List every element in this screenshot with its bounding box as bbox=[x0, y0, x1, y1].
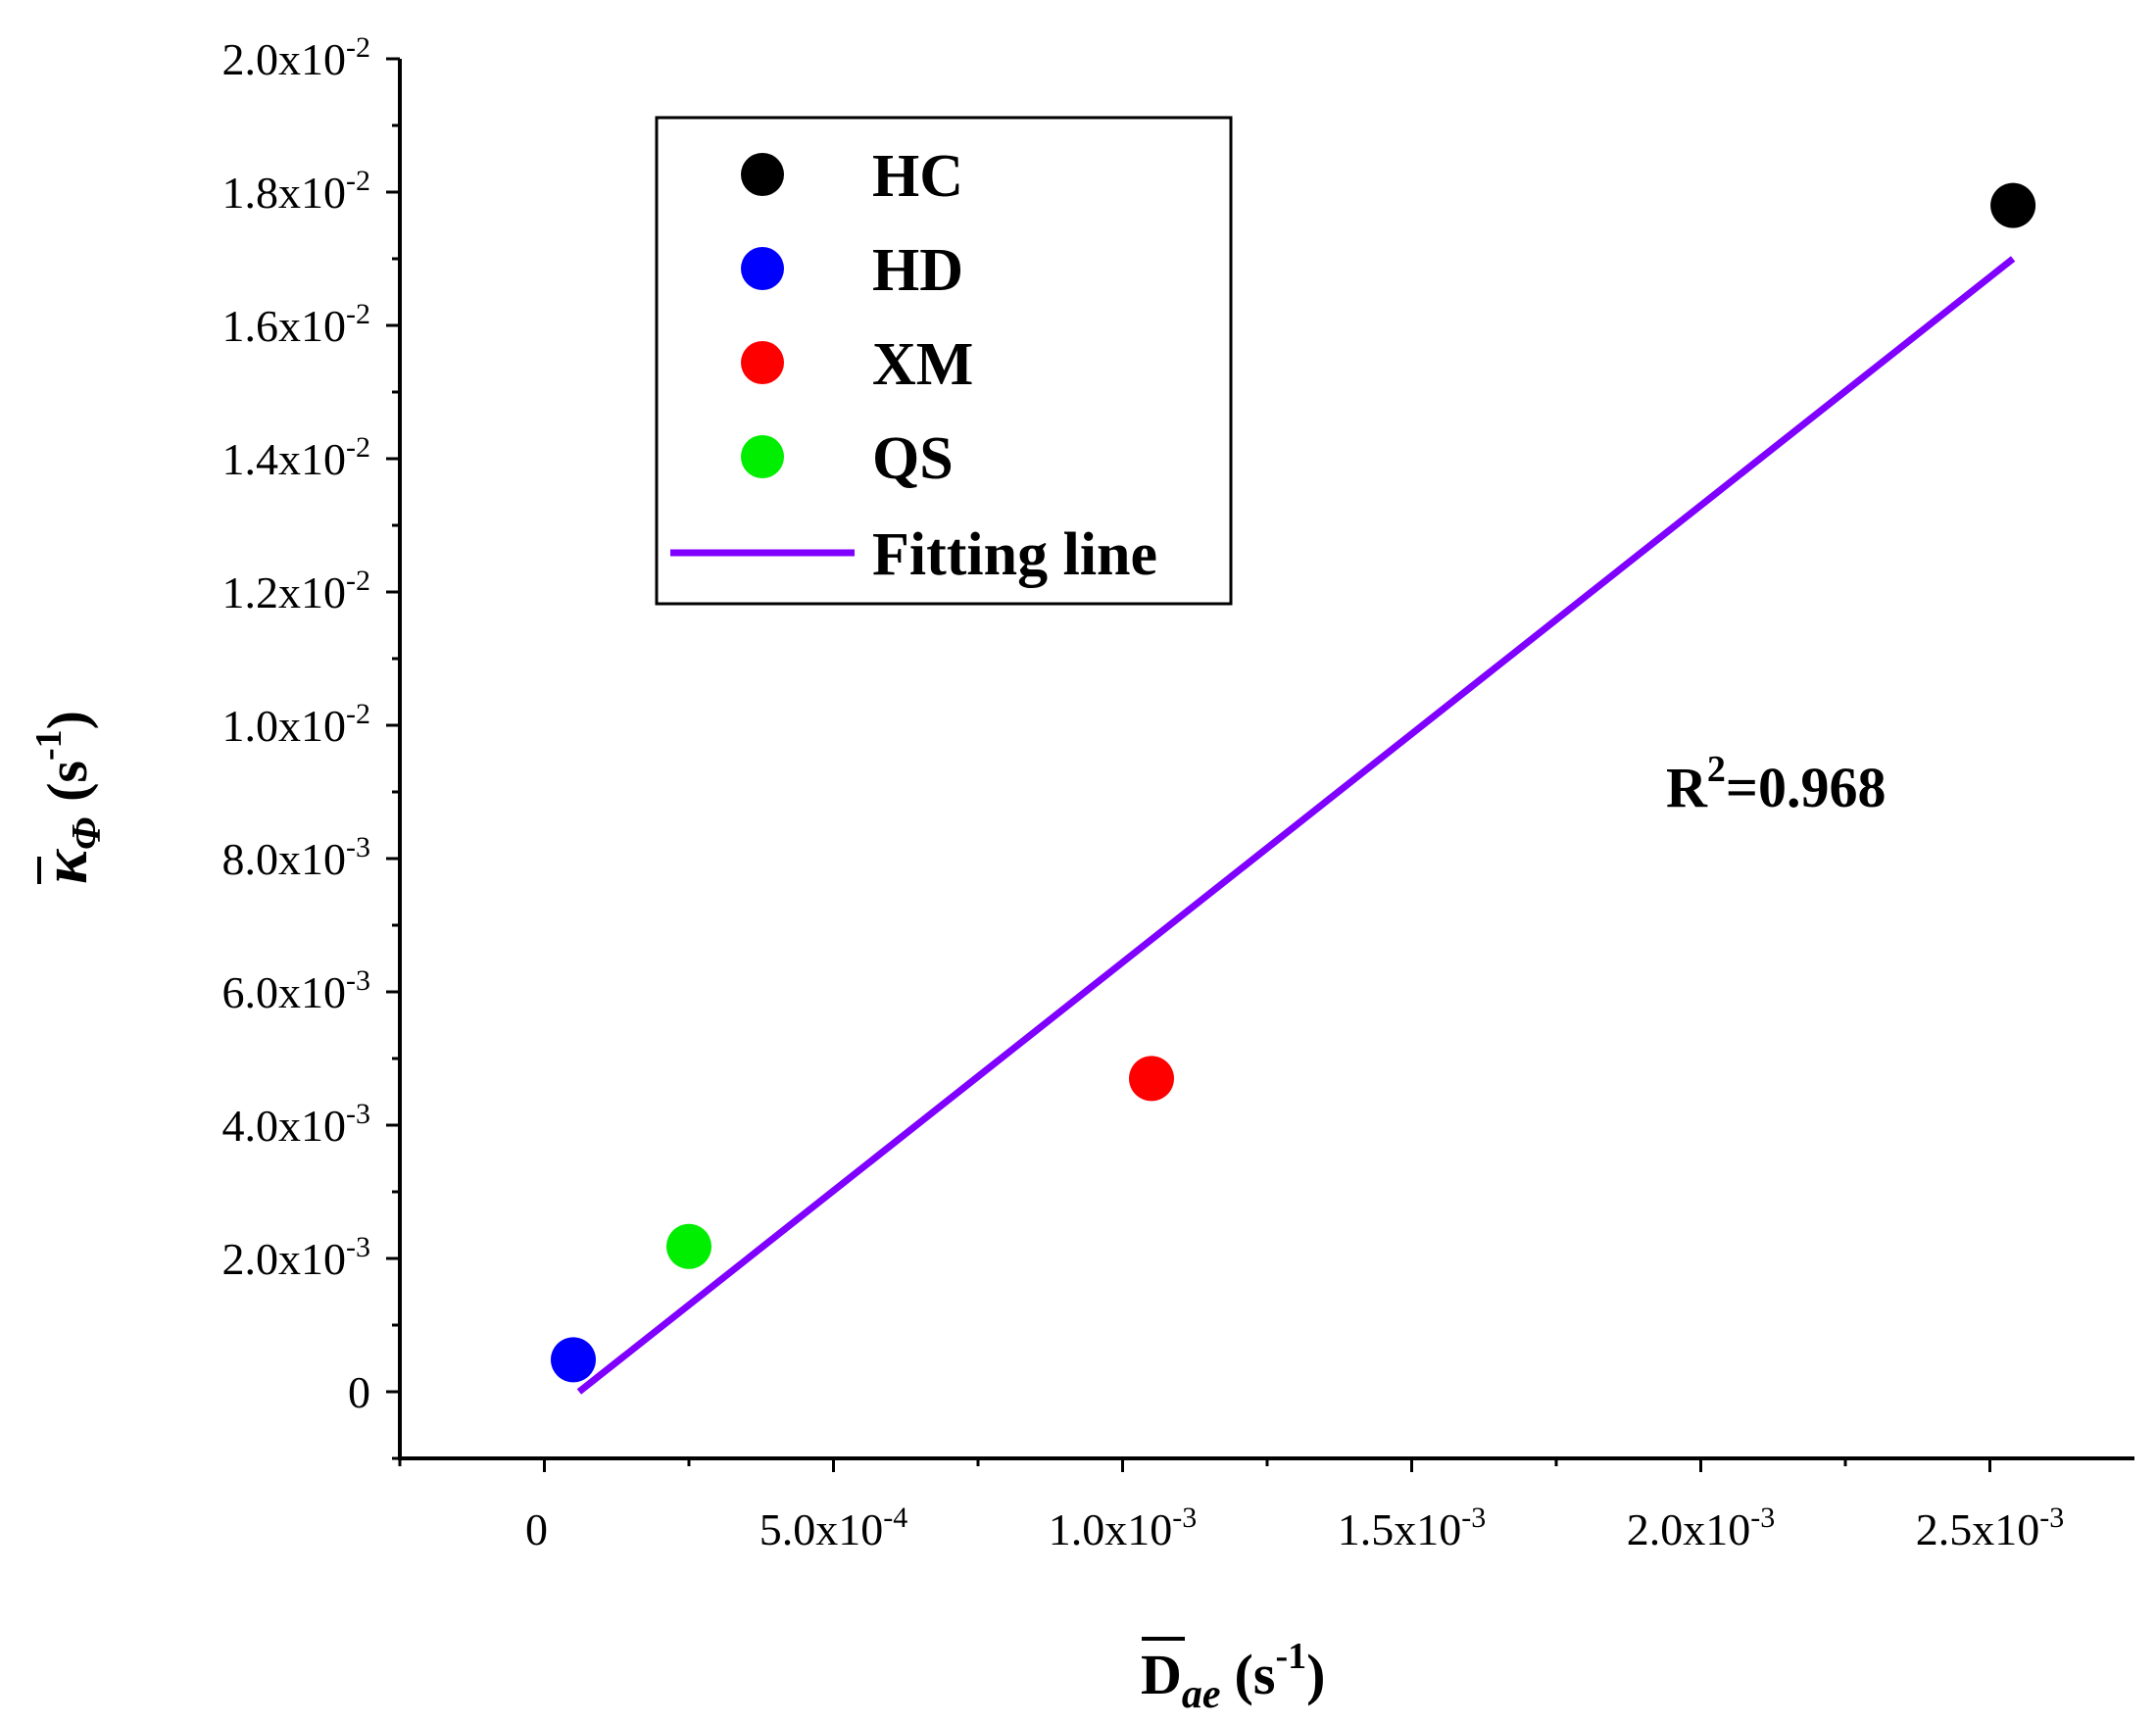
x-axis-unit: (s bbox=[1235, 1643, 1276, 1706]
y-tick-label-mantissa: 1.6x10 bbox=[222, 301, 347, 351]
y-tick-label: 8.0x10-3 bbox=[222, 831, 371, 884]
data-points bbox=[551, 182, 2036, 1383]
fit-line-group bbox=[576, 256, 2016, 1395]
x-ticks: 0 5.0x10-4 1.0x10-3 1.5x10-3 2.0x10-3 2.5x10-… bbox=[398, 1458, 2065, 1554]
x-tick-label: 0 bbox=[525, 1504, 548, 1554]
y-tick-label-mantissa: 8.0x10 bbox=[222, 834, 347, 884]
x-tick-label: 5.0x10-4 bbox=[760, 1502, 908, 1554]
y-axis-title: κΦ (s-1) bbox=[28, 711, 110, 884]
x-tick-label-exponent: -3 bbox=[1461, 1502, 1486, 1534]
y-axis-subscript: Φ bbox=[65, 817, 110, 850]
y-tick-label: 2.0x10-2 bbox=[222, 31, 371, 84]
legend-marker-qs bbox=[741, 435, 784, 478]
y-tick-label: 1.0x10-2 bbox=[222, 698, 371, 751]
y-tick-label-exponent: -2 bbox=[346, 31, 370, 64]
y-tick-label-mantissa: 1.0x10 bbox=[222, 701, 347, 751]
legend-marker-hd bbox=[741, 247, 784, 290]
r-squared-annotation: R2=0.968 bbox=[1666, 749, 1886, 819]
r-squared-value: =0.968 bbox=[1726, 756, 1886, 819]
legend-marker-hc bbox=[741, 153, 784, 196]
x-axis-symbol: D bbox=[1141, 1643, 1182, 1706]
y-tick-label-exponent: -2 bbox=[346, 565, 370, 597]
y-ticks: 02.0x10-34.0x10-36.0x10-38.0x10-31.0x10-… bbox=[222, 31, 400, 1460]
x-tick-label-exponent: -3 bbox=[1172, 1502, 1197, 1534]
x-tick-label-exponent: -3 bbox=[2039, 1502, 2064, 1534]
fitting-line bbox=[576, 256, 2016, 1395]
y-tick-label-exponent: -2 bbox=[346, 698, 370, 730]
y-tick-label-exponent: -3 bbox=[346, 1098, 370, 1130]
x-tick-label: 2.0x10-3 bbox=[1627, 1502, 1776, 1554]
x-tick-label-mantissa: 2.0x10 bbox=[1627, 1504, 1751, 1554]
x-tick-label: 1.0x10-3 bbox=[1049, 1502, 1198, 1554]
r-squared-base: R bbox=[1666, 756, 1708, 819]
y-tick-label-exponent: -3 bbox=[346, 831, 370, 863]
x-axis-title-text: Dae (s-1) bbox=[1141, 1636, 1325, 1717]
data-point-qs bbox=[666, 1223, 711, 1269]
legend-marker-xm bbox=[741, 341, 784, 384]
x-axis-title: Dae (s-1) bbox=[1141, 1636, 1325, 1717]
x-tick-label: 2.5x10-3 bbox=[1916, 1502, 2065, 1554]
legend-items: HC HD XM QS Fitting line bbox=[670, 143, 1157, 588]
x-axis-unit-exp: -1 bbox=[1275, 1636, 1306, 1677]
x-tick-label-mantissa: 1.0x10 bbox=[1049, 1504, 1173, 1554]
x-tick-label-mantissa: 2.5x10 bbox=[1916, 1504, 2040, 1554]
y-tick-label-mantissa: 0 bbox=[348, 1367, 370, 1417]
y-tick-label: 2.0x10-3 bbox=[222, 1231, 371, 1284]
y-axis-unit: (s bbox=[35, 761, 99, 802]
legend-label-hd: HD bbox=[872, 237, 963, 304]
y-tick-label-mantissa: 2.0x10 bbox=[222, 1234, 347, 1284]
r-squared-sup: 2 bbox=[1707, 749, 1726, 790]
y-axis-symbol: κ bbox=[29, 848, 101, 884]
y-tick-label: 4.0x10-3 bbox=[222, 1098, 371, 1151]
y-tick-label-mantissa: 2.0x10 bbox=[222, 34, 347, 84]
x-axis-subscript: ae bbox=[1182, 1672, 1221, 1717]
y-tick-label-mantissa: 6.0x10 bbox=[222, 967, 347, 1017]
axes: 02.0x10-34.0x10-36.0x10-38.0x10-31.0x10-… bbox=[222, 31, 2134, 1554]
y-tick-label-exponent: -2 bbox=[346, 298, 370, 330]
y-axis-title-text: κΦ (s-1) bbox=[28, 711, 110, 884]
legend: HC HD XM QS Fitting line bbox=[655, 116, 1233, 606]
x-axis-unit-close: ) bbox=[1306, 1643, 1325, 1706]
y-axis-unit-exp: -1 bbox=[28, 729, 70, 761]
y-tick-label: 1.8x10-2 bbox=[222, 165, 371, 218]
legend-label-fitting-line: Fitting line bbox=[872, 521, 1157, 588]
x-tick-label-exponent: -3 bbox=[1750, 1502, 1775, 1534]
y-tick-label: 1.6x10-2 bbox=[222, 298, 371, 351]
x-tick-label-mantissa: 5.0x10 bbox=[760, 1504, 884, 1554]
y-tick-label: 0 bbox=[348, 1367, 370, 1417]
y-tick-label-mantissa: 4.0x10 bbox=[222, 1101, 347, 1151]
x-tick-label-mantissa: 1.5x10 bbox=[1338, 1504, 1462, 1554]
y-tick-label: 1.4x10-2 bbox=[222, 431, 371, 484]
legend-label-hc: HC bbox=[872, 143, 963, 210]
data-point-hc bbox=[1990, 182, 2036, 228]
y-tick-label: 1.2x10-2 bbox=[222, 565, 371, 617]
x-tick-label-exponent: -4 bbox=[883, 1502, 907, 1534]
legend-label-xm: XM bbox=[872, 331, 973, 398]
data-point-hd bbox=[551, 1337, 596, 1383]
x-tick-label: 1.5x10-3 bbox=[1338, 1502, 1487, 1554]
y-tick-label-exponent: -3 bbox=[346, 964, 370, 997]
y-axis-unit-close: ) bbox=[35, 711, 99, 729]
legend-label-qs: QS bbox=[872, 425, 954, 492]
y-tick-label-exponent: -2 bbox=[346, 431, 370, 464]
y-tick-label: 6.0x10-3 bbox=[222, 964, 371, 1017]
y-tick-label-mantissa: 1.4x10 bbox=[222, 434, 347, 484]
data-point-xm bbox=[1129, 1056, 1174, 1102]
x-tick-label-mantissa: 0 bbox=[525, 1504, 548, 1554]
y-tick-label-mantissa: 1.8x10 bbox=[222, 168, 347, 218]
y-tick-label-exponent: -2 bbox=[346, 165, 370, 197]
y-tick-label-mantissa: 1.2x10 bbox=[222, 567, 347, 617]
y-tick-label-exponent: -3 bbox=[346, 1231, 370, 1263]
